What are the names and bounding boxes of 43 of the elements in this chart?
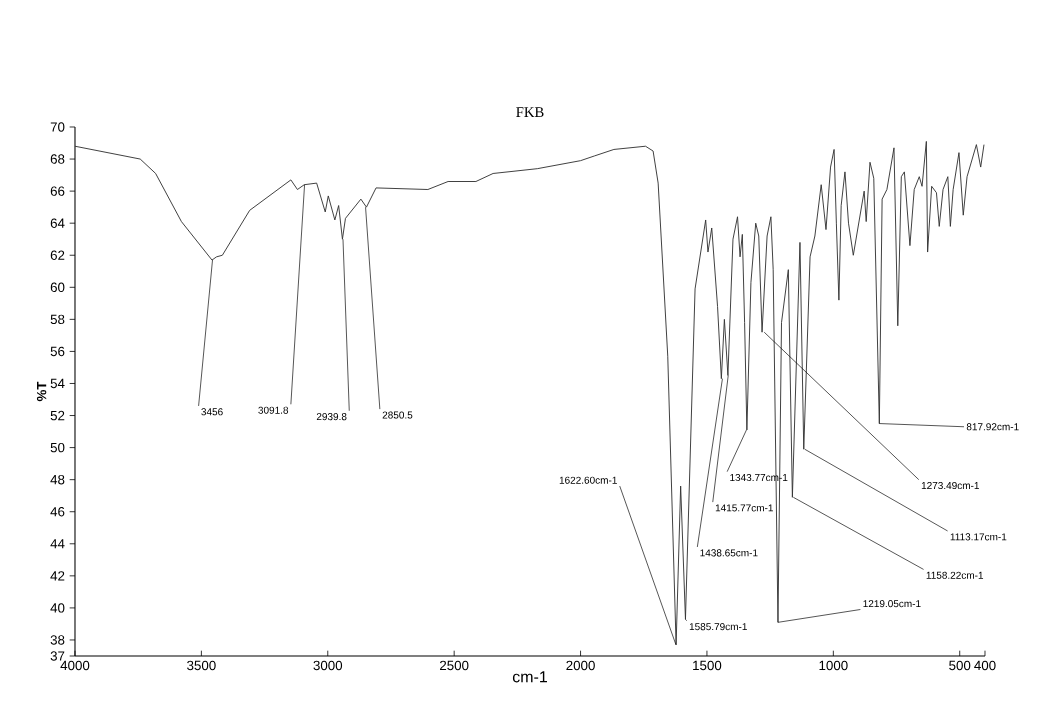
x-tick-label: 2000: [566, 660, 595, 671]
annotation: 1113.17cm-1: [950, 533, 1007, 541]
chart-title: FKB: [516, 107, 544, 117]
annotation: 3091.8: [258, 406, 289, 414]
annotation: 1415.77cm-1: [715, 504, 773, 512]
annotation: 3456: [201, 408, 223, 416]
annotation: 1219.05cm-1: [863, 600, 921, 608]
annotation: 1438.65cm-1: [700, 549, 758, 557]
y-tick-label: 56: [50, 346, 65, 357]
y-tick-label: 50: [50, 442, 65, 453]
x-tick-label: 3500: [187, 660, 216, 671]
y-tick-label: 62: [50, 250, 65, 260]
y-tick-label: 68: [50, 154, 65, 164]
y-tick-label: 37: [50, 651, 65, 661]
x-tick-label: 2500: [440, 660, 469, 671]
y-tick-label: 64: [50, 218, 65, 228]
annotation: 1622.60cm-1: [559, 476, 617, 484]
annotation: 2850.5: [382, 411, 413, 419]
y-tick-label: 54: [50, 378, 65, 389]
annotation: 1585.79cm-1: [689, 623, 747, 631]
x-tick-label: 1000: [819, 660, 848, 671]
annotation: 1158.22cm-1: [926, 571, 984, 579]
annotation: 2939.8: [316, 413, 347, 421]
y-tick-label: 60: [50, 282, 65, 293]
y-tick-label: 48: [50, 474, 65, 485]
annotation: 817.92cm-1: [966, 423, 1019, 431]
x-tick-label: 500: [949, 660, 971, 671]
y-tick-label: 42: [50, 571, 65, 581]
x-axis-title: cm-1: [512, 671, 547, 683]
y-tick-label: 70: [50, 122, 65, 132]
y-tick-label: 40: [50, 603, 65, 613]
y-tick-label: 38: [50, 635, 65, 645]
x-tick-label: 400: [974, 660, 996, 671]
y-tick-label: 52: [50, 410, 65, 421]
y-tick-label: 46: [50, 507, 65, 517]
x-tick-label: 4000: [60, 660, 90, 671]
x-tick-label: 1500: [693, 660, 722, 671]
x-tick-label: 3000: [313, 660, 343, 671]
y-axis-title: %T: [36, 381, 47, 402]
y-tick-label: 44: [50, 539, 65, 549]
y-tick-label: 58: [50, 314, 65, 325]
y-tick-label: 66: [50, 186, 65, 196]
annotation: 1273.49cm-1: [921, 482, 979, 490]
